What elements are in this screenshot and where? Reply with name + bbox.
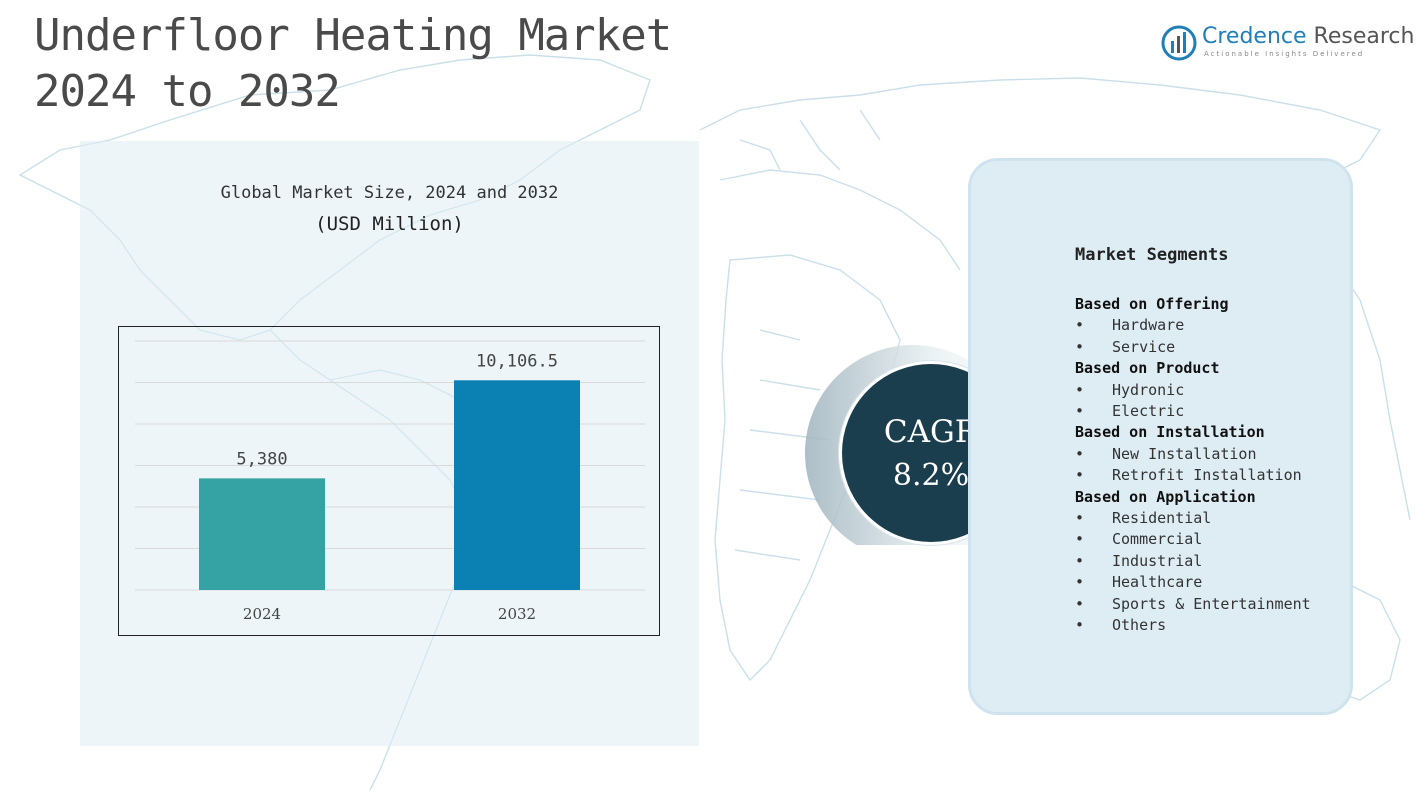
x-tick-label-2032: 2032 [498, 605, 536, 623]
segment-item: • Hardware [1075, 315, 1345, 336]
bullet-icon: • [1075, 616, 1085, 635]
segment-group-title: Based on Product [1075, 359, 1220, 378]
segment-item-label: Industrial [1112, 551, 1203, 570]
credence-research-logo: Credence Research Actionable Insights De… [1160, 22, 1414, 66]
bullet-icon: • [1075, 551, 1085, 570]
page-title-line-2: 2024 to 2032 [34, 66, 341, 117]
segment-item-label: Healthcare [1112, 573, 1203, 592]
bullet-icon: • [1075, 573, 1085, 592]
segment-item: • Industrial [1075, 551, 1345, 572]
bullet-icon: • [1075, 444, 1085, 463]
logo-name-part-1: Credence [1202, 24, 1307, 49]
chart-panel: Global Market Size, 2024 and 2032 (USD M… [80, 141, 699, 746]
segment-item: • Sports & Entertainment [1075, 594, 1345, 615]
segment-item: • Service [1075, 337, 1345, 358]
segment-item-label: Sports & Entertainment [1112, 594, 1311, 613]
segment-item: • Electric [1075, 401, 1345, 422]
page-title: Underfloor Heating Market 2024 to 2032 [34, 8, 672, 120]
segment-item-label: Service [1112, 337, 1176, 356]
segment-group-title: Based on Application [1075, 487, 1256, 506]
chart-frame: 5,380 2024 10,106.5 2032 [118, 326, 660, 636]
segment-group-title: Based on Offering [1075, 295, 1229, 313]
segment-group-title: Based on Installation [1075, 423, 1265, 442]
bullet-icon: • [1075, 402, 1085, 421]
segment-item: • Hydronic [1075, 380, 1345, 401]
bar-2032 [454, 380, 580, 590]
market-segments-panel: Market Segments Based on Offering • Hardwa… [968, 158, 1353, 715]
bar-2024 [199, 478, 325, 590]
segment-item: • Commercial [1075, 529, 1345, 550]
data-label-2032: 10,106.5 [476, 351, 558, 371]
logo-tagline: Actionable Insights Delivered [1204, 50, 1365, 58]
segment-item: • Retrofit Installation [1075, 465, 1345, 486]
bullet-icon: • [1075, 466, 1085, 485]
segment-item-label: Retrofit Installation [1112, 466, 1302, 485]
page-title-line-1: Underfloor Heating Market [34, 10, 672, 61]
cagr-label: CAGR [883, 414, 979, 450]
chart-title: Global Market Size, 2024 and 2032 [220, 183, 559, 203]
segment-item-label: Hardware [1112, 316, 1185, 335]
segment-item-label: Electric [1112, 402, 1185, 421]
bullet-icon: • [1075, 380, 1085, 399]
bullet-icon: • [1075, 316, 1085, 335]
bullet-icon: • [1075, 594, 1085, 613]
segment-item-label: Commercial [1112, 530, 1203, 549]
segment-item-label: Hydronic [1112, 380, 1185, 399]
cagr-value: 8.2% [892, 458, 970, 493]
chart-subtitle: (USD Million) [315, 213, 464, 235]
segment-item-label: Others [1112, 616, 1167, 635]
bullet-icon: • [1075, 530, 1085, 549]
bullet-icon: • [1075, 337, 1085, 356]
data-label-2024: 5,380 [236, 449, 287, 469]
logo-name: Credence Research [1202, 24, 1414, 49]
credence-research-logo-icon [1161, 25, 1197, 61]
segment-item: • Others [1075, 615, 1345, 636]
segments-heading: Market Segments [1075, 245, 1229, 265]
segment-item-label: New Installation [1112, 444, 1257, 463]
segments-list: Based on Offering • Hardware • Service Based … [1075, 294, 1345, 637]
bar-chart: 5,380 2024 10,106.5 2032 [135, 340, 645, 623]
segment-item-label: Residential [1112, 509, 1212, 528]
segment-item: • New Installation [1075, 444, 1345, 465]
bullet-icon: • [1075, 509, 1085, 528]
segment-item: • Residential [1075, 508, 1345, 529]
logo-name-part-2: Research [1313, 24, 1415, 49]
segment-item: • Healthcare [1075, 572, 1345, 593]
x-tick-label-2024: 2024 [243, 605, 281, 623]
